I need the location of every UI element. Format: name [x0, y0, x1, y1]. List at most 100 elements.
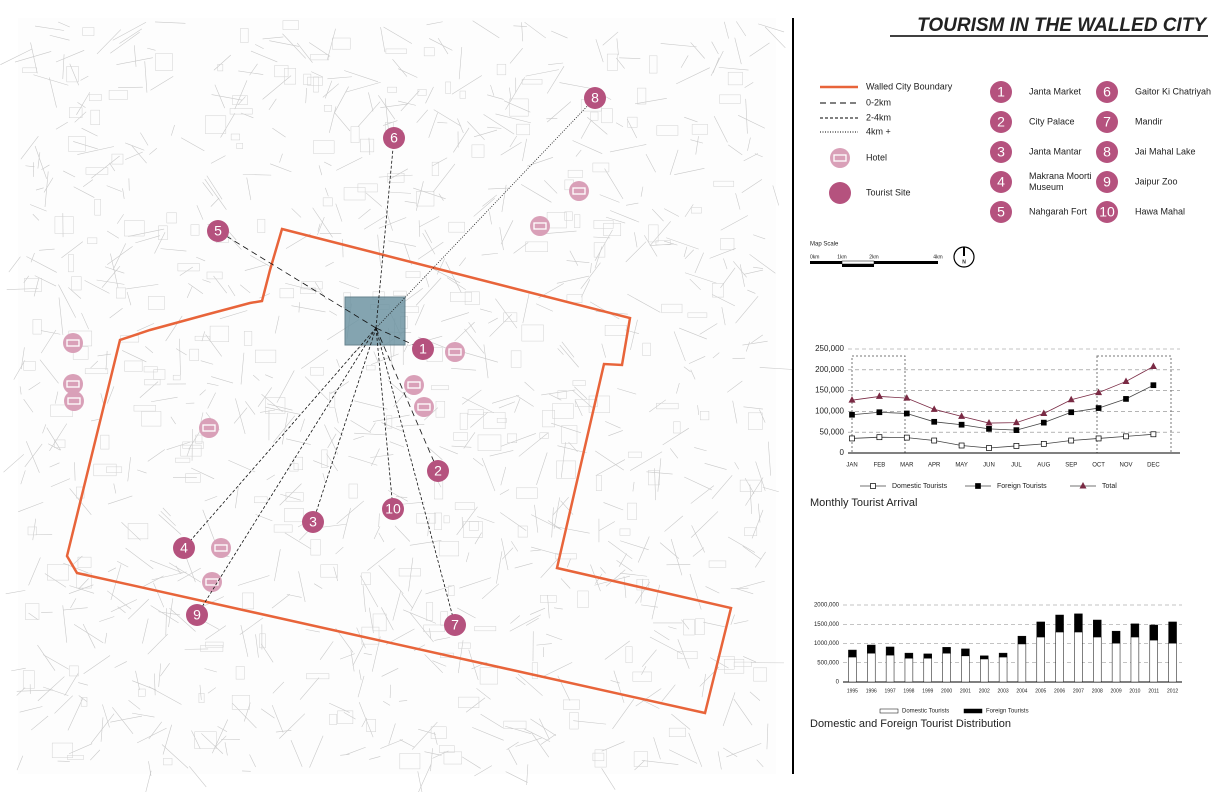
block — [259, 633, 266, 649]
street — [609, 144, 647, 153]
street — [759, 367, 794, 370]
street — [495, 113, 532, 124]
block — [190, 224, 200, 236]
block — [158, 225, 168, 240]
street — [16, 687, 26, 696]
street — [637, 536, 650, 563]
street — [437, 37, 449, 55]
block — [235, 666, 245, 680]
street — [457, 607, 476, 619]
street — [389, 441, 405, 448]
street — [279, 483, 302, 506]
y-tick-label: 2000,000 — [814, 603, 840, 609]
street — [242, 174, 272, 176]
street — [446, 277, 466, 291]
street — [39, 359, 59, 384]
street — [239, 617, 264, 635]
street — [509, 87, 512, 101]
street — [649, 399, 666, 413]
block — [677, 651, 698, 660]
block — [708, 560, 727, 568]
legend-site-icon — [829, 182, 851, 204]
street — [49, 462, 60, 468]
street — [482, 194, 498, 207]
block — [555, 553, 577, 560]
street — [735, 193, 741, 210]
block — [141, 411, 162, 427]
street — [286, 594, 302, 598]
street — [556, 275, 590, 284]
block — [539, 432, 549, 439]
block — [76, 572, 92, 589]
street — [188, 428, 202, 450]
block — [656, 402, 679, 410]
bar-segment — [867, 652, 876, 683]
block — [733, 661, 752, 667]
street — [62, 54, 65, 80]
street — [395, 496, 408, 499]
block — [82, 27, 95, 36]
street — [531, 514, 562, 530]
street — [539, 718, 550, 740]
street — [720, 267, 736, 288]
point-marker — [903, 394, 911, 401]
street — [116, 57, 153, 66]
street — [548, 62, 564, 65]
block — [744, 527, 758, 536]
block — [24, 278, 42, 292]
street — [69, 585, 95, 594]
block — [155, 53, 173, 71]
block — [458, 696, 480, 708]
point-marker — [986, 445, 992, 451]
street — [124, 151, 143, 160]
block — [329, 714, 337, 725]
bar-segment — [998, 656, 1008, 683]
street — [354, 400, 388, 410]
block — [727, 71, 743, 86]
street — [350, 345, 364, 356]
block — [343, 187, 366, 201]
street — [378, 513, 380, 527]
street — [107, 567, 117, 573]
hotel-icon — [445, 342, 465, 362]
street — [313, 583, 323, 589]
street — [744, 82, 754, 88]
block — [90, 109, 100, 125]
street — [246, 177, 252, 201]
street — [608, 430, 623, 437]
street — [74, 462, 76, 481]
scale-bar — [842, 264, 874, 267]
street — [140, 132, 149, 146]
street — [6, 288, 39, 290]
block — [320, 564, 338, 578]
street — [694, 252, 704, 274]
site-marker — [186, 604, 208, 626]
street — [680, 55, 689, 68]
hotel-icon-bed — [66, 380, 80, 388]
site-number: 5 — [214, 223, 222, 239]
street — [298, 302, 300, 313]
street — [461, 351, 498, 363]
point-marker — [958, 412, 966, 419]
bar-segment — [904, 657, 914, 683]
block — [619, 528, 631, 536]
block — [23, 361, 36, 371]
block — [561, 425, 578, 444]
street — [243, 702, 251, 722]
street — [350, 420, 371, 433]
distance-line — [375, 97, 596, 329]
street — [410, 589, 423, 612]
street — [424, 654, 443, 674]
street — [206, 382, 219, 386]
bar-segment — [904, 652, 914, 659]
street — [551, 30, 568, 39]
bar-segment — [1036, 636, 1045, 683]
street — [261, 394, 283, 413]
street — [158, 514, 182, 535]
hotel-icon-bed — [448, 348, 462, 356]
point-marker — [875, 392, 883, 399]
street — [500, 466, 507, 486]
street — [615, 122, 624, 127]
street — [275, 730, 292, 733]
street — [30, 252, 35, 263]
